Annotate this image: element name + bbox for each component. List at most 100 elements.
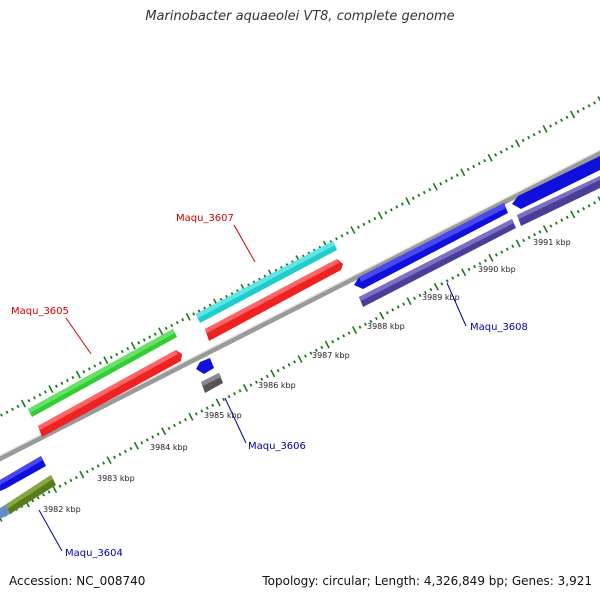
scale-tick <box>527 135 531 140</box>
label-maqu-3607: Maqu_3607 <box>176 213 234 224</box>
scale-tick <box>336 337 340 341</box>
scale-tick <box>98 361 102 365</box>
scale-tick <box>276 368 280 373</box>
scale-tick <box>345 231 349 235</box>
scale-tick <box>334 237 338 241</box>
scale-tick <box>148 335 152 339</box>
scale-tick <box>432 182 438 191</box>
scale-tick <box>473 264 476 269</box>
scale-tick <box>532 133 536 137</box>
scale-tick <box>356 225 360 229</box>
scale-tick <box>87 367 91 371</box>
scale-tick <box>69 478 73 483</box>
scale-tick <box>367 219 371 224</box>
scale-tick <box>60 381 64 385</box>
scale-tick <box>384 211 388 215</box>
scale-tick <box>451 276 455 280</box>
scale-tick <box>32 396 36 400</box>
scale-tick <box>405 197 411 206</box>
scale-tick <box>521 138 525 143</box>
scale-tick <box>16 404 20 409</box>
scale-label: 3990 kbp <box>478 265 516 274</box>
scale-tick <box>215 398 221 407</box>
scale-tick <box>185 312 191 321</box>
scale-tick <box>222 397 226 402</box>
scale-tick <box>140 441 144 445</box>
scale-tick <box>565 215 569 220</box>
scale-tick <box>85 470 89 474</box>
scale-tick <box>161 427 167 436</box>
scale-tick <box>265 374 269 379</box>
scale-label: 3988 kbp <box>367 322 405 331</box>
scale-tick <box>156 432 160 436</box>
scale-tick <box>309 351 313 355</box>
scale-tick <box>208 303 212 307</box>
scale-tick <box>565 115 569 120</box>
outer-tick-ring <box>0 96 600 417</box>
scale-tick <box>522 238 526 243</box>
scale-tick <box>440 282 444 286</box>
scale-tick <box>385 311 389 315</box>
scale-tick <box>466 167 470 172</box>
scale-tick <box>79 470 85 479</box>
label-maqu-3605: Maqu_3605 <box>11 306 69 317</box>
scale-tick <box>533 233 536 237</box>
forward-cds-blocks <box>38 259 343 437</box>
scale-tick <box>164 326 168 331</box>
genome-backbone <box>0 149 600 462</box>
scale-tick <box>158 327 164 336</box>
scale-tick <box>227 394 231 399</box>
scale-tick <box>593 201 596 205</box>
scale-tick <box>455 173 459 177</box>
scale-tick <box>373 216 377 221</box>
scale-tick <box>184 418 187 422</box>
scale-tick <box>238 389 242 393</box>
scale-tick <box>428 187 432 192</box>
scale-tick <box>200 409 204 413</box>
scale-tick <box>511 244 515 248</box>
scale-tick <box>102 461 106 465</box>
scale-tick <box>374 316 378 321</box>
scale-tick <box>58 484 62 488</box>
scale-tick <box>188 412 194 421</box>
genome-summary: Topology: circular; Length: 4,326,849 bp… <box>262 574 592 588</box>
scale-tick <box>342 334 346 338</box>
scale-tick <box>118 452 122 457</box>
scale-tick <box>505 247 509 251</box>
scale-tick <box>242 384 249 392</box>
scale-tick <box>93 364 97 368</box>
scale-tick <box>320 345 324 350</box>
scale-tick <box>175 320 179 325</box>
cds-maqu-3605 <box>38 350 182 437</box>
scale-tick <box>461 268 467 277</box>
scale-tick <box>314 348 318 352</box>
scale-tick <box>494 153 498 157</box>
scale-tick <box>36 496 40 500</box>
scale-tick <box>331 339 335 344</box>
reverse-cds-blocks <box>0 176 600 519</box>
scale-tick <box>219 297 223 302</box>
scale-tick <box>570 210 576 219</box>
scale-tick <box>510 144 514 148</box>
scale-tick <box>445 279 449 283</box>
scale-tick <box>424 290 427 295</box>
scale-tick <box>178 420 182 425</box>
label-leaders <box>38 224 467 552</box>
scale-tick <box>499 150 503 154</box>
scale-tick <box>270 369 276 378</box>
scale-label: 3983 kbp <box>97 474 135 483</box>
scale-tick <box>124 449 127 454</box>
scale-tick <box>103 356 109 365</box>
scale-tick <box>120 349 124 354</box>
scale-tick <box>293 360 296 364</box>
scale-tick <box>582 207 586 211</box>
scale-tick <box>170 323 174 328</box>
scale-tick <box>549 124 553 128</box>
scale-tick <box>350 226 356 235</box>
scale-tick <box>91 467 95 471</box>
scale-tick <box>542 225 549 233</box>
scale-tick <box>173 423 176 428</box>
scale-tick <box>439 182 443 186</box>
scale-tick <box>282 366 286 370</box>
scale-tick <box>587 204 591 208</box>
